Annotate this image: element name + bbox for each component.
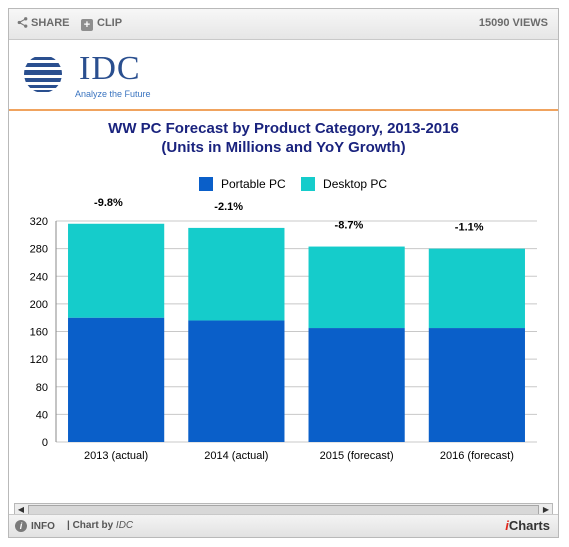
- y-tick-label: 80: [36, 382, 48, 394]
- header-divider: [9, 109, 558, 111]
- x-tick-label: 2013 (actual): [84, 450, 148, 462]
- x-tick-label: 2014 (actual): [204, 450, 268, 462]
- scroll-left-arrow-icon[interactable]: ◀: [17, 505, 25, 514]
- bar-desktop: [68, 223, 165, 318]
- chart-credit-prefix: | Chart by: [67, 520, 114, 531]
- info-label: INFO: [31, 521, 55, 532]
- y-tick-label: 0: [42, 437, 48, 449]
- chart-title-line2: (Units in Millions and YoY Growth): [161, 139, 406, 156]
- y-tick-label: 320: [30, 216, 48, 228]
- bar-desktop: [188, 227, 285, 321]
- x-tick-label: 2016 (forecast): [440, 450, 514, 462]
- bar-desktop: [308, 246, 405, 329]
- clip-label: CLIP: [97, 17, 123, 29]
- legend-entry-desktop[interactable]: Desktop PC: [301, 177, 387, 191]
- bar-portable: [428, 328, 525, 442]
- chart-title-line1: WW PC Forecast by Product Category, 2013…: [108, 120, 459, 137]
- logo-wordmark: IDC: [79, 50, 141, 87]
- legend-swatch-desktop: [301, 177, 316, 191]
- info-button[interactable]: i INFO: [15, 520, 55, 532]
- y-tick-label: 120: [30, 354, 48, 366]
- bar-desktop: [428, 248, 525, 329]
- legend-swatch-portable: [199, 177, 213, 191]
- bar-portable: [308, 328, 405, 442]
- growth-label: -2.1%: [214, 201, 243, 213]
- clip-button[interactable]: + CLIP: [81, 17, 122, 31]
- share-button[interactable]: SHARE: [17, 17, 70, 29]
- logo-tagline: Analyze the Future: [75, 89, 151, 99]
- legend-entry-portable[interactable]: Portable PC: [199, 177, 286, 191]
- plus-icon: +: [81, 19, 93, 31]
- chart-legend: Portable PC Desktop PC: [199, 177, 399, 191]
- icharts-logo-text: Charts: [508, 518, 550, 533]
- growth-label: -8.7%: [335, 220, 364, 232]
- info-icon: i: [15, 520, 27, 532]
- y-tick-label: 280: [30, 244, 48, 256]
- scroll-right-arrow-icon[interactable]: ▶: [542, 505, 550, 514]
- icharts-logo-i: i: [505, 518, 509, 533]
- view-count: 15090 VIEWS: [478, 17, 548, 29]
- share-label: SHARE: [31, 17, 70, 29]
- bar-portable: [68, 317, 165, 442]
- legend-label-desktop: Desktop PC: [323, 177, 388, 191]
- growth-label: -9.8%: [94, 197, 123, 209]
- bar-portable: [188, 320, 285, 442]
- legend-label-portable: Portable PC: [221, 177, 286, 191]
- y-tick-label: 160: [30, 327, 48, 339]
- growth-label: -1.1%: [455, 222, 484, 234]
- share-icon: [17, 17, 28, 28]
- widget-toolbar: SHARE + CLIP 15090 VIEWS: [9, 9, 558, 40]
- y-tick-label: 40: [36, 409, 48, 421]
- x-tick-label: 2015 (forecast): [320, 450, 394, 462]
- globe-icon: [24, 55, 62, 93]
- icharts-logo[interactable]: iCharts: [505, 518, 550, 533]
- chart-credit-name: IDC: [115, 520, 134, 531]
- chart-credit: | Chart by IDC: [67, 520, 133, 531]
- widget-footer: i INFO | Chart by IDC iCharts: [9, 514, 558, 537]
- y-tick-label: 240: [30, 271, 48, 283]
- idc-logo[interactable]: IDC Analyze the Future: [9, 40, 558, 110]
- y-tick-label: 200: [30, 299, 48, 311]
